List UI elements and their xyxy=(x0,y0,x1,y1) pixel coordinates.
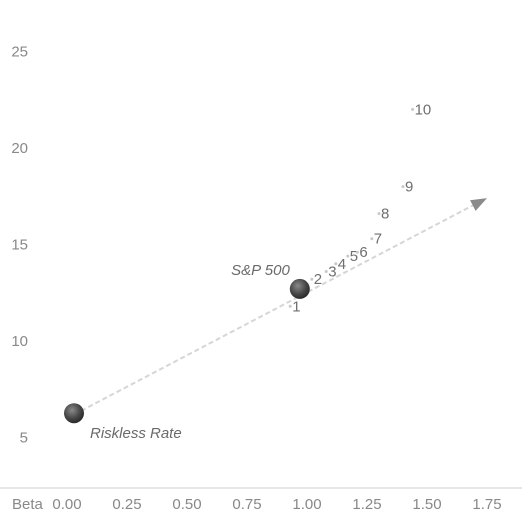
portfolio-point xyxy=(334,262,338,266)
x-axis: Beta 0.00 0.25 0.50 0.75 1.00 1.25 1.50 1.75 xyxy=(0,487,522,513)
portfolio-label: 4 xyxy=(338,256,346,273)
riskless-rate-marker xyxy=(64,403,84,424)
portfolio-point xyxy=(346,254,350,258)
portfolio-label: 8 xyxy=(381,206,389,223)
x-tick-label: 1.50 xyxy=(412,496,441,513)
portfolio-point xyxy=(377,212,381,216)
market-line xyxy=(66,201,480,420)
y-tick-label: 15 xyxy=(11,237,28,254)
x-axis-title: Beta xyxy=(12,496,44,513)
y-tick-label: 5 xyxy=(20,430,28,447)
x-tick-label: 0.75 xyxy=(232,496,261,513)
portfolio-point xyxy=(401,185,405,189)
sp500-marker xyxy=(289,278,310,299)
portfolio-point xyxy=(411,107,415,111)
portfolio-point xyxy=(310,277,314,281)
portfolio-label: 3 xyxy=(328,264,336,281)
portfolio-label: 6 xyxy=(359,244,367,261)
x-tick-label: 0.00 xyxy=(52,496,81,513)
points-layer: 12 3 4 5 67 89 10 xyxy=(288,101,432,315)
y-tick-label: 10 xyxy=(11,333,28,350)
annotation-layer: Riskless Rate S&P 500 xyxy=(64,262,310,442)
portfolio-label: 7 xyxy=(374,231,382,248)
y-tick-label: 25 xyxy=(11,44,28,61)
portfolio-point xyxy=(288,304,292,308)
riskless-rate-label: Riskless Rate xyxy=(90,425,182,442)
x-tick-label: 1.25 xyxy=(352,496,381,513)
portfolio-point xyxy=(324,270,328,274)
y-axis: 5 10 15 20 25 xyxy=(11,44,28,447)
x-tick-label: 0.50 xyxy=(172,496,201,513)
portfolio-label: 10 xyxy=(415,101,432,118)
x-tick-label: 0.25 xyxy=(112,496,141,513)
market-line-layer xyxy=(66,198,487,420)
market-line-arrowhead xyxy=(470,198,487,211)
portfolio-label: 1 xyxy=(292,298,300,315)
x-tick-label: 1.75 xyxy=(472,496,501,513)
portfolio-point xyxy=(370,237,374,241)
y-tick-label: 20 xyxy=(11,140,28,157)
portfolio-point xyxy=(355,250,359,254)
portfolio-label: 5 xyxy=(350,248,358,265)
portfolio-label: 9 xyxy=(405,179,413,196)
x-tick-label: 1.00 xyxy=(292,496,321,513)
sp500-label: S&P 500 xyxy=(231,262,290,279)
portfolio-label: 2 xyxy=(314,271,322,288)
